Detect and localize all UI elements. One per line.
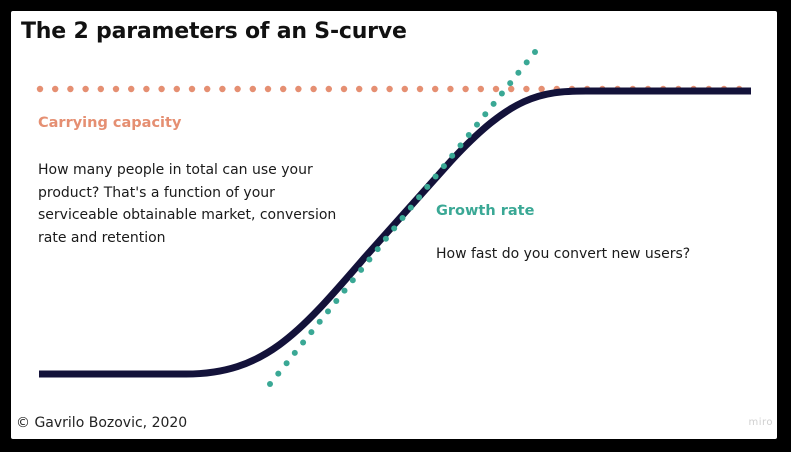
growth-dot: [300, 339, 307, 346]
capacity-dot: [112, 85, 120, 93]
growth-dot: [474, 121, 480, 128]
growth-dot: [523, 59, 530, 66]
growth-dot: [366, 256, 373, 263]
capacity-dot: [447, 85, 454, 93]
capacity-dot: [82, 85, 89, 93]
capacity-dot: [295, 85, 302, 93]
growth-rate-label: Growth rate: [436, 203, 535, 219]
growth-dot: [283, 360, 290, 367]
growth-dot: [465, 132, 472, 138]
growth-rate-tangent: [267, 49, 538, 387]
capacity-dot: [340, 85, 348, 93]
capacity-dot: [416, 85, 424, 93]
capacity-dot: [371, 85, 378, 93]
capacity-dot: [264, 85, 272, 93]
s-curve: [39, 87, 751, 378]
growth-dot: [490, 100, 497, 107]
growth-dot: [267, 381, 273, 387]
growth-dot: [349, 277, 356, 284]
capacity-dot: [432, 85, 439, 93]
growth-dot: [532, 49, 538, 55]
growth-dot: [382, 235, 389, 242]
growth-dot: [316, 318, 323, 325]
page-title: The 2 parameters of an S-curve: [21, 19, 407, 44]
growth-dot: [515, 69, 522, 76]
growth-dot: [407, 204, 414, 211]
capacity-dot: [173, 85, 180, 93]
capacity-dot: [128, 85, 135, 93]
capacity-dot: [36, 85, 44, 93]
capacity-dot: [325, 85, 332, 93]
growth-dot: [457, 142, 464, 149]
growth-dot: [391, 225, 398, 232]
capacity-dot: [538, 85, 545, 93]
capacity-dot: [249, 85, 256, 93]
diagram-canvas: The 2 parameters of an S-curve Carrying …: [11, 11, 777, 439]
growth-dot: [374, 246, 381, 253]
growth-dot: [399, 215, 406, 221]
capacity-dot: [356, 85, 363, 93]
growth-dot: [482, 111, 489, 118]
capacity-dot: [97, 85, 105, 93]
growth-dot: [432, 173, 439, 180]
capacity-dot: [280, 85, 287, 93]
capacity-dot: [204, 85, 211, 93]
growth-dot: [308, 329, 315, 336]
growth-rate-description: How fast do you convert new users?: [436, 246, 691, 262]
capacity-dot: [523, 85, 530, 93]
growth-dot: [291, 349, 298, 356]
growth-dot: [358, 266, 365, 273]
carrying-capacity-label: Carrying capacity: [38, 115, 182, 131]
capacity-dot: [158, 85, 165, 93]
growth-dot: [275, 370, 282, 377]
growth-dot: [424, 183, 431, 190]
growth-dot: [449, 152, 456, 159]
capacity-dot: [508, 85, 515, 93]
growth-dot: [507, 80, 514, 87]
miro-watermark: miro: [748, 417, 773, 428]
capacity-dot: [477, 85, 484, 93]
s-curve-diagram: [36, 49, 751, 387]
capacity-dot: [52, 85, 59, 93]
capacity-dot: [219, 85, 226, 93]
capacity-dot: [462, 85, 469, 93]
capacity-dot: [188, 85, 196, 93]
growth-dot: [498, 90, 505, 97]
copyright-notice: © Gavrilo Bozovic, 2020: [16, 415, 188, 431]
capacity-dot: [386, 85, 393, 93]
growth-dot: [341, 287, 348, 294]
capacity-dot: [401, 85, 408, 93]
capacity-dot: [67, 85, 74, 93]
capacity-dot: [143, 85, 150, 93]
growth-dot: [416, 194, 423, 201]
growth-dot: [333, 298, 340, 304]
capacity-dot: [310, 85, 317, 93]
growth-dot: [440, 163, 447, 170]
carrying-capacity-description: How many people in total can use your pr…: [38, 162, 337, 246]
capacity-dot: [492, 85, 500, 93]
capacity-dot: [234, 85, 241, 93]
growth-dot: [325, 308, 331, 315]
